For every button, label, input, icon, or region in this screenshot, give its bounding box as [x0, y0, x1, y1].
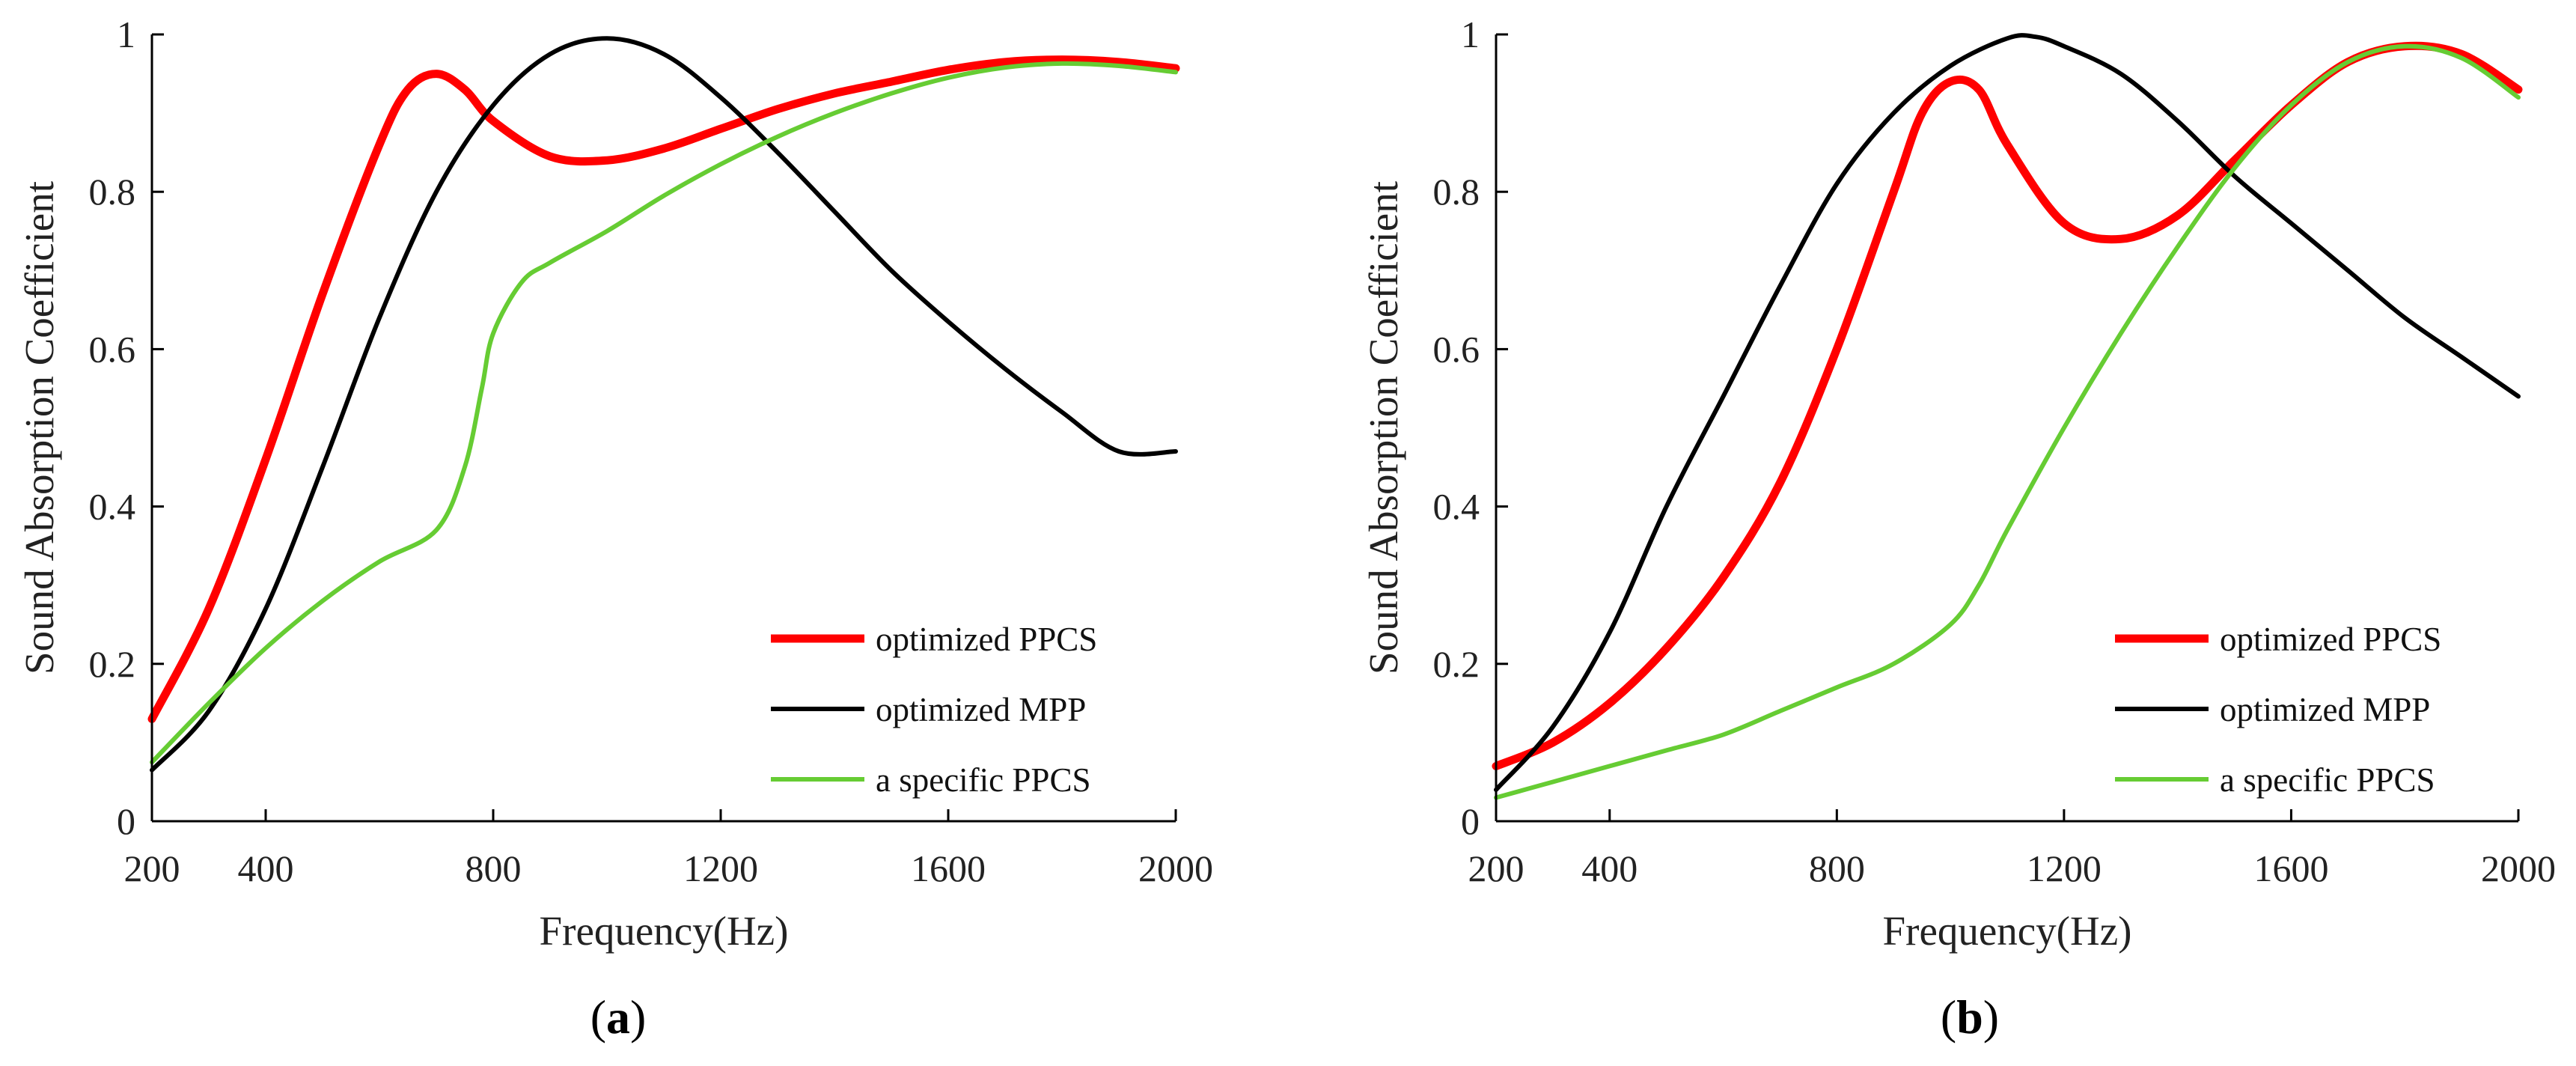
series-line-a-specific-ppcs: [1494, 43, 2521, 800]
x-tick-label: 200: [1468, 847, 1524, 889]
legend-label: optimized MPP: [2220, 691, 2430, 728]
x-axis-title: Frequency(Hz): [540, 908, 789, 954]
chart-panel-b: 200 400 800 1200 1600 2000 0 0.2 0.4 0.6 0.8 1 Frequ…: [1288, 0, 2576, 1066]
y-axis-title: Sound Absorption Coefficient: [1361, 181, 1406, 674]
y-tick-label: 0.4: [1433, 486, 1480, 528]
chart-a-svg: 200 400 800 1200 1600 2000 0 0.2 0.4 0.6 0.8 1 Frequ…: [16, 13, 1213, 1044]
x-tick-label: 1200: [2027, 847, 2102, 889]
y-tick-label: 0: [117, 800, 135, 842]
y-axis-title: Sound Absorption Coefficient: [16, 181, 62, 674]
legend-label: optimized PPCS: [2220, 621, 2441, 658]
y-tick-label: 0.8: [89, 171, 136, 213]
series-line-optimized-ppcs: [147, 55, 1180, 723]
x-axis-title: Frequency(Hz): [1883, 908, 2132, 954]
y-tick-label: 0.6: [89, 328, 136, 370]
legend-label: optimized MPP: [876, 691, 1086, 728]
y-tick-label: 1: [1461, 13, 1480, 55]
chart-panel-a: 200 400 800 1200 1600 2000 0 0.2 0.4 0.6 0.8 1 Frequ…: [16, 13, 1213, 1044]
x-tick-label: 1200: [683, 847, 758, 889]
series-line-optimized-mpp: [150, 36, 1178, 773]
panel-label: (b): [1941, 990, 1999, 1044]
panel-label: (a): [590, 990, 647, 1044]
x-tick-label: 400: [1581, 847, 1638, 889]
x-tick-label: 2000: [1138, 847, 1213, 889]
y-tick-label: 0: [1461, 800, 1480, 842]
y-tick-label: 0.6: [1433, 328, 1480, 370]
y-tick-label: 0.2: [89, 643, 136, 685]
series-line-optimized-ppcs: [1492, 41, 2523, 770]
x-tick-label: 400: [238, 847, 294, 889]
x-tick-label: 800: [1809, 847, 1865, 889]
chart-b-svg: 200 400 800 1200 1600 2000 0 0.2 0.4 0.6 0.8 1 Frequ…: [1361, 13, 2556, 1044]
y-tick-label: 0.8: [1433, 171, 1480, 213]
x-tick-label: 200: [124, 847, 180, 889]
series-line-optimized-mpp: [1494, 33, 2521, 792]
x-tick-label: 2000: [2481, 847, 2556, 889]
legend-label: optimized PPCS: [876, 621, 1097, 658]
legend-label: a specific PPCS: [876, 761, 1091, 799]
x-tick-label: 800: [466, 847, 522, 889]
x-tick-label: 1600: [911, 847, 986, 889]
y-tick-label: 1: [117, 13, 135, 55]
y-tick-label: 0.4: [89, 486, 136, 528]
legend-label: a specific PPCS: [2220, 761, 2435, 799]
x-tick-label: 1600: [2253, 847, 2328, 889]
y-tick-label: 0.2: [1433, 643, 1480, 685]
series-line-a-specific-ppcs: [150, 61, 1178, 765]
